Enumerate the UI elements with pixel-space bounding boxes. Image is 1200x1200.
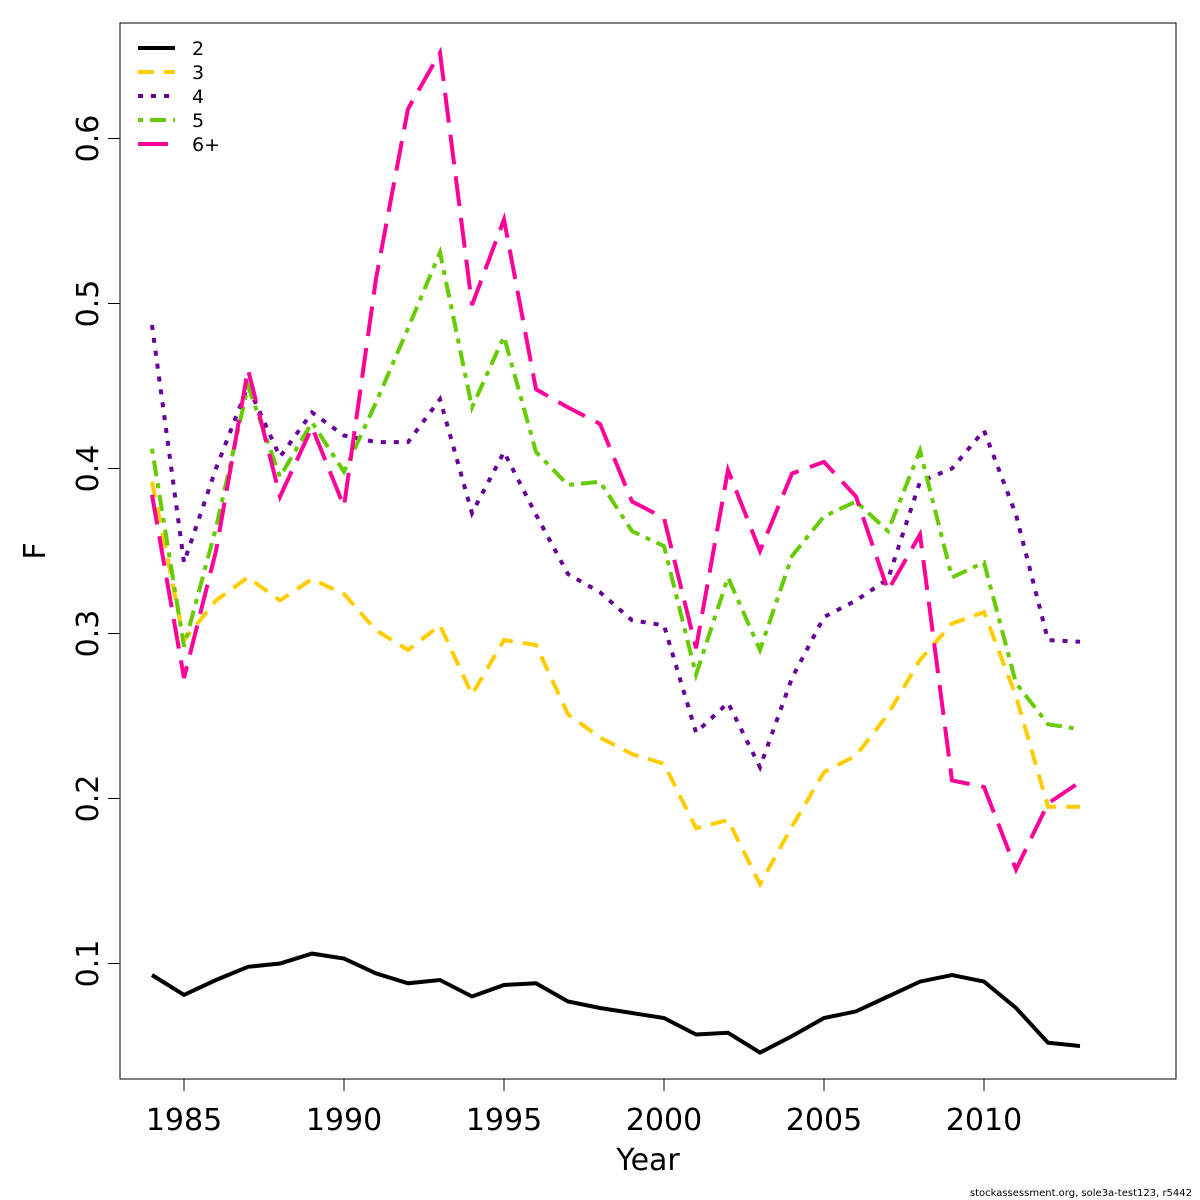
x-tick-label-1985: 1985 bbox=[146, 1103, 222, 1138]
y-axis: 0.1 0.2 0.3 0.4 0.5 0.6 bbox=[71, 115, 120, 988]
x-tick-label-2005: 2005 bbox=[786, 1103, 862, 1138]
legend-label-5: 5 bbox=[192, 110, 204, 132]
y-tick-label-0.3: 0.3 bbox=[71, 610, 106, 658]
y-tick-label-0.2: 0.2 bbox=[71, 775, 106, 823]
y-tick-label-0.1: 0.1 bbox=[71, 940, 106, 988]
series-layer bbox=[150, 46, 1082, 1055]
x-axis-title: Year bbox=[615, 1143, 680, 1178]
series-line-4 bbox=[150, 324, 1081, 773]
y-axis-title: F bbox=[18, 542, 53, 559]
y-tick-label-0.5: 0.5 bbox=[71, 280, 106, 328]
y-tick-label-0.6: 0.6 bbox=[71, 115, 106, 163]
x-tick-label-1995: 1995 bbox=[466, 1103, 542, 1138]
series-line-3 bbox=[150, 481, 1080, 889]
legend-label-6plus: 6+ bbox=[192, 134, 220, 156]
series-line-6plus bbox=[150, 46, 1082, 875]
y-tick-label-0.4: 0.4 bbox=[71, 445, 106, 493]
x-tick-label-1990: 1990 bbox=[306, 1103, 382, 1138]
series-line-2 bbox=[150, 951, 1081, 1055]
legend-label-3: 3 bbox=[192, 62, 204, 84]
x-axis: 1985 1990 1995 2000 2005 2010 bbox=[146, 1079, 1022, 1138]
x-tick-label-2010: 2010 bbox=[946, 1103, 1022, 1138]
legend-label-4: 4 bbox=[192, 86, 204, 108]
legend-label-2: 2 bbox=[192, 38, 204, 60]
series-line-5 bbox=[150, 245, 1081, 732]
footnote: stockassessment.org, sole3a-test123, r54… bbox=[970, 1188, 1192, 1199]
x-tick-label-2000: 2000 bbox=[626, 1103, 702, 1138]
plot-frame bbox=[119, 22, 1177, 1080]
